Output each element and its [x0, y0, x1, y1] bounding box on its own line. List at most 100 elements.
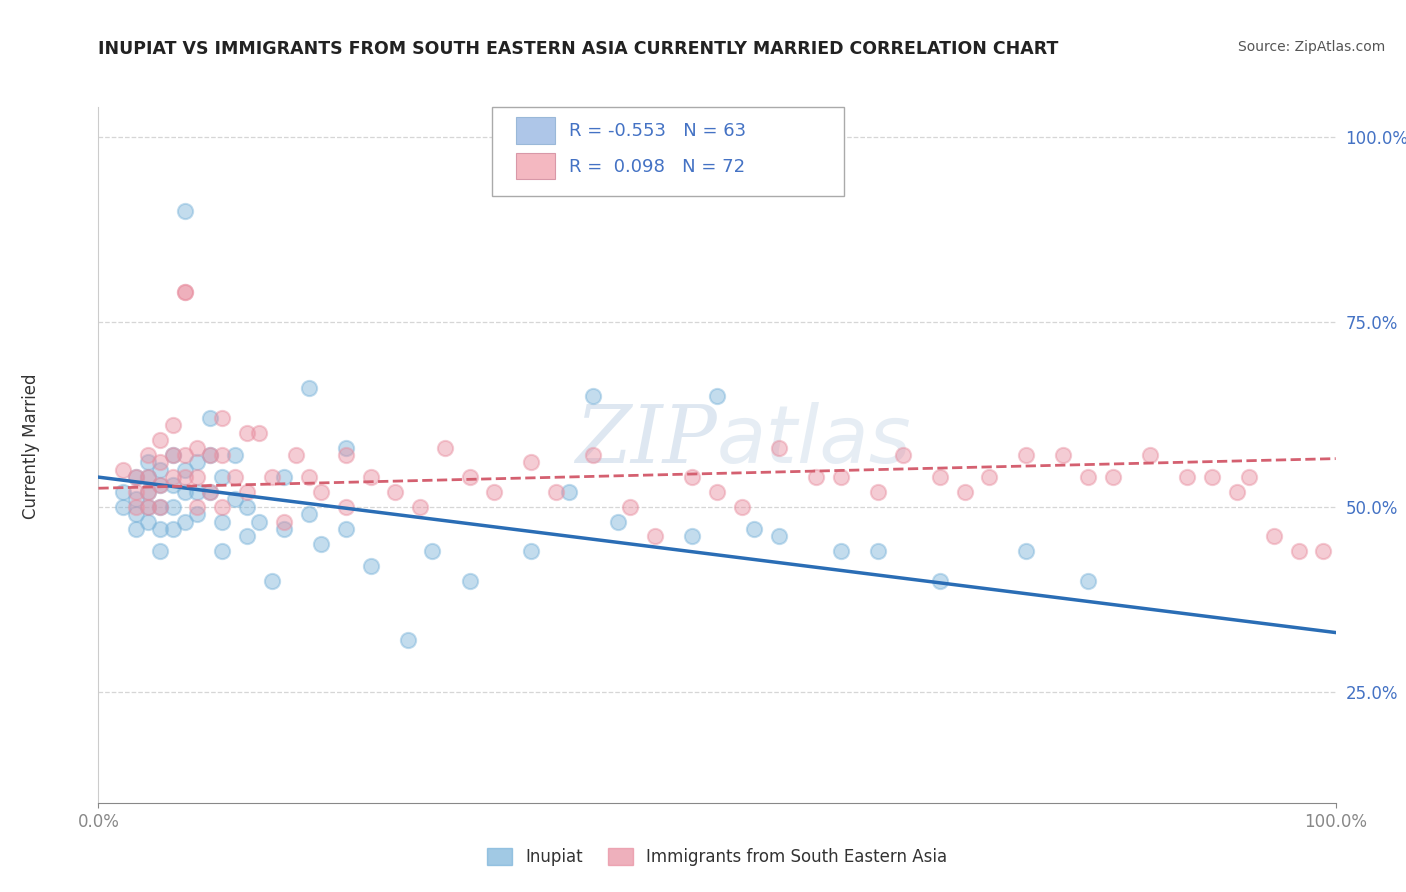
Point	[247, 425, 270, 440]
Point	[149, 433, 172, 447]
Point	[162, 418, 184, 433]
Point	[335, 522, 357, 536]
Point	[236, 500, 259, 514]
Text: INUPIAT VS IMMIGRANTS FROM SOUTH EASTERN ASIA CURRENTLY MARRIED CORRELATION CHAR: INUPIAT VS IMMIGRANTS FROM SOUTH EASTERN…	[98, 40, 1059, 58]
Point	[174, 463, 197, 477]
Point	[681, 470, 703, 484]
Point	[149, 500, 172, 514]
Point	[335, 441, 357, 455]
Point	[830, 544, 852, 558]
Point	[224, 448, 246, 462]
Point	[186, 484, 208, 499]
Point	[360, 470, 382, 484]
Point	[136, 484, 159, 499]
Point	[582, 389, 605, 403]
Legend: Inupiat, Immigrants from South Eastern Asia: Inupiat, Immigrants from South Eastern A…	[478, 839, 956, 874]
Point	[198, 411, 221, 425]
Point	[149, 544, 172, 558]
Point	[1077, 574, 1099, 588]
Point	[162, 522, 184, 536]
Point	[136, 448, 159, 462]
Point	[298, 381, 321, 395]
Point	[273, 515, 295, 529]
Point	[174, 285, 197, 299]
Point	[1237, 470, 1260, 484]
Point	[174, 484, 197, 499]
Point	[186, 470, 208, 484]
Point	[484, 484, 506, 499]
Point	[644, 529, 666, 543]
Point	[607, 515, 630, 529]
Point	[768, 529, 790, 543]
Text: Source: ZipAtlas.com: Source: ZipAtlas.com	[1237, 40, 1385, 54]
Point	[1263, 529, 1285, 543]
Point	[112, 484, 135, 499]
Point	[706, 484, 728, 499]
Point	[124, 500, 146, 514]
Point	[162, 448, 184, 462]
Point	[422, 544, 444, 558]
Point	[236, 484, 259, 499]
Point	[681, 529, 703, 543]
Point	[458, 574, 481, 588]
Point	[273, 522, 295, 536]
Point	[136, 500, 159, 514]
Point	[136, 455, 159, 469]
Point	[360, 558, 382, 573]
Point	[224, 492, 246, 507]
Point	[557, 484, 579, 499]
Point	[198, 484, 221, 499]
Point	[866, 484, 889, 499]
Text: R =  0.098   N = 72: R = 0.098 N = 72	[569, 158, 745, 176]
Point	[928, 574, 950, 588]
Point	[247, 515, 270, 529]
Point	[186, 455, 208, 469]
Point	[768, 441, 790, 455]
Point	[804, 470, 827, 484]
Point	[298, 470, 321, 484]
Point	[1015, 448, 1038, 462]
Point	[149, 455, 172, 469]
Point	[174, 515, 197, 529]
Point	[582, 448, 605, 462]
Point	[162, 500, 184, 514]
Point	[458, 470, 481, 484]
Point	[198, 448, 221, 462]
Point	[236, 425, 259, 440]
Point	[162, 448, 184, 462]
Point	[830, 470, 852, 484]
Point	[1015, 544, 1038, 558]
Point	[1077, 470, 1099, 484]
Point	[396, 632, 419, 647]
Point	[211, 500, 233, 514]
Point	[174, 470, 197, 484]
Point	[619, 500, 641, 514]
Point	[112, 500, 135, 514]
Point	[124, 484, 146, 499]
Point	[1139, 448, 1161, 462]
Point	[174, 448, 197, 462]
Point	[124, 522, 146, 536]
Point	[706, 389, 728, 403]
Point	[186, 507, 208, 521]
Point	[124, 492, 146, 507]
Point	[891, 448, 914, 462]
Point	[211, 448, 233, 462]
Text: atlas: atlas	[717, 402, 912, 480]
Text: Currently Married: Currently Married	[22, 373, 39, 519]
Point	[1288, 544, 1310, 558]
Point	[273, 470, 295, 484]
Point	[211, 470, 233, 484]
Point	[979, 470, 1001, 484]
Point	[742, 522, 765, 536]
Point	[211, 515, 233, 529]
Point	[335, 448, 357, 462]
Point	[236, 529, 259, 543]
Text: ZIP: ZIP	[575, 402, 717, 480]
Point	[211, 544, 233, 558]
Point	[211, 411, 233, 425]
Point	[335, 500, 357, 514]
Point	[866, 544, 889, 558]
Point	[260, 574, 283, 588]
Point	[298, 507, 321, 521]
